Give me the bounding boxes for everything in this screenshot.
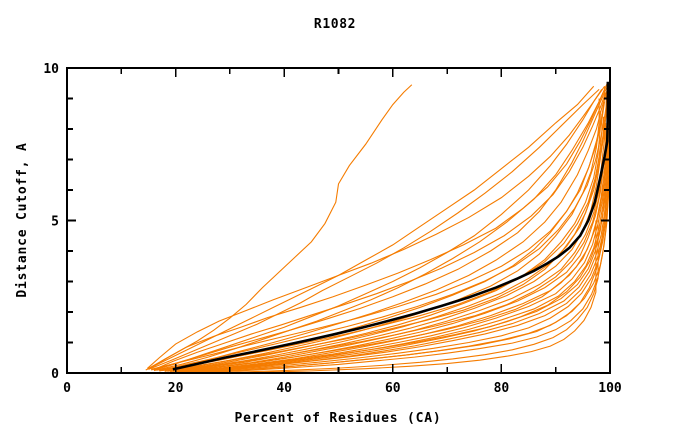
prediction-curve: [257, 220, 597, 373]
x-tick-label: 80: [494, 381, 510, 396]
prediction-curve: [229, 220, 599, 373]
x-axis-label: Percent of Residues (CA): [234, 411, 441, 426]
prediction-curve: [161, 98, 608, 372]
prediction-curve: [151, 86, 606, 370]
y-tick-label: 0: [51, 367, 59, 382]
prediction-curve: [164, 98, 600, 372]
prediction-curve: [153, 85, 606, 371]
prediction-curve: [180, 129, 608, 373]
prediction-curve: [148, 88, 600, 370]
prediction-curve: [167, 104, 609, 372]
y-tick-label: 5: [51, 215, 59, 230]
series-group: [145, 81, 611, 373]
prediction-curve: [178, 125, 608, 373]
prediction-curve: [159, 89, 608, 372]
prediction-curve: [172, 107, 610, 373]
y-axis-label: Distance Cutoff, A: [15, 142, 30, 297]
prediction-curve: [148, 84, 413, 369]
prediction-curve: [175, 119, 606, 373]
x-tick-label: 60: [385, 381, 401, 396]
x-tick-label: 40: [276, 381, 292, 396]
ticks-group: [66, 67, 611, 374]
tick-labels-group: 0 20 40 60 80 100 0 5 10: [43, 62, 622, 396]
prediction-curve: [183, 122, 611, 373]
prediction-curve: [194, 150, 611, 373]
x-tick-label: 100: [598, 381, 622, 396]
reference-curve: [172, 81, 610, 371]
x-tick-label: 0: [63, 381, 71, 396]
prediction-curve: [159, 95, 607, 372]
prediction-curve: [153, 92, 607, 371]
prediction-curve: [146, 89, 603, 369]
x-tick-label: 20: [168, 381, 184, 396]
prediction-curve: [149, 89, 606, 370]
page-title: R1082: [314, 17, 356, 32]
prediction-curve: [202, 151, 611, 373]
prediction-curve: [164, 110, 601, 372]
y-tick-label: 10: [43, 62, 59, 77]
prediction-curve: [151, 86, 608, 371]
